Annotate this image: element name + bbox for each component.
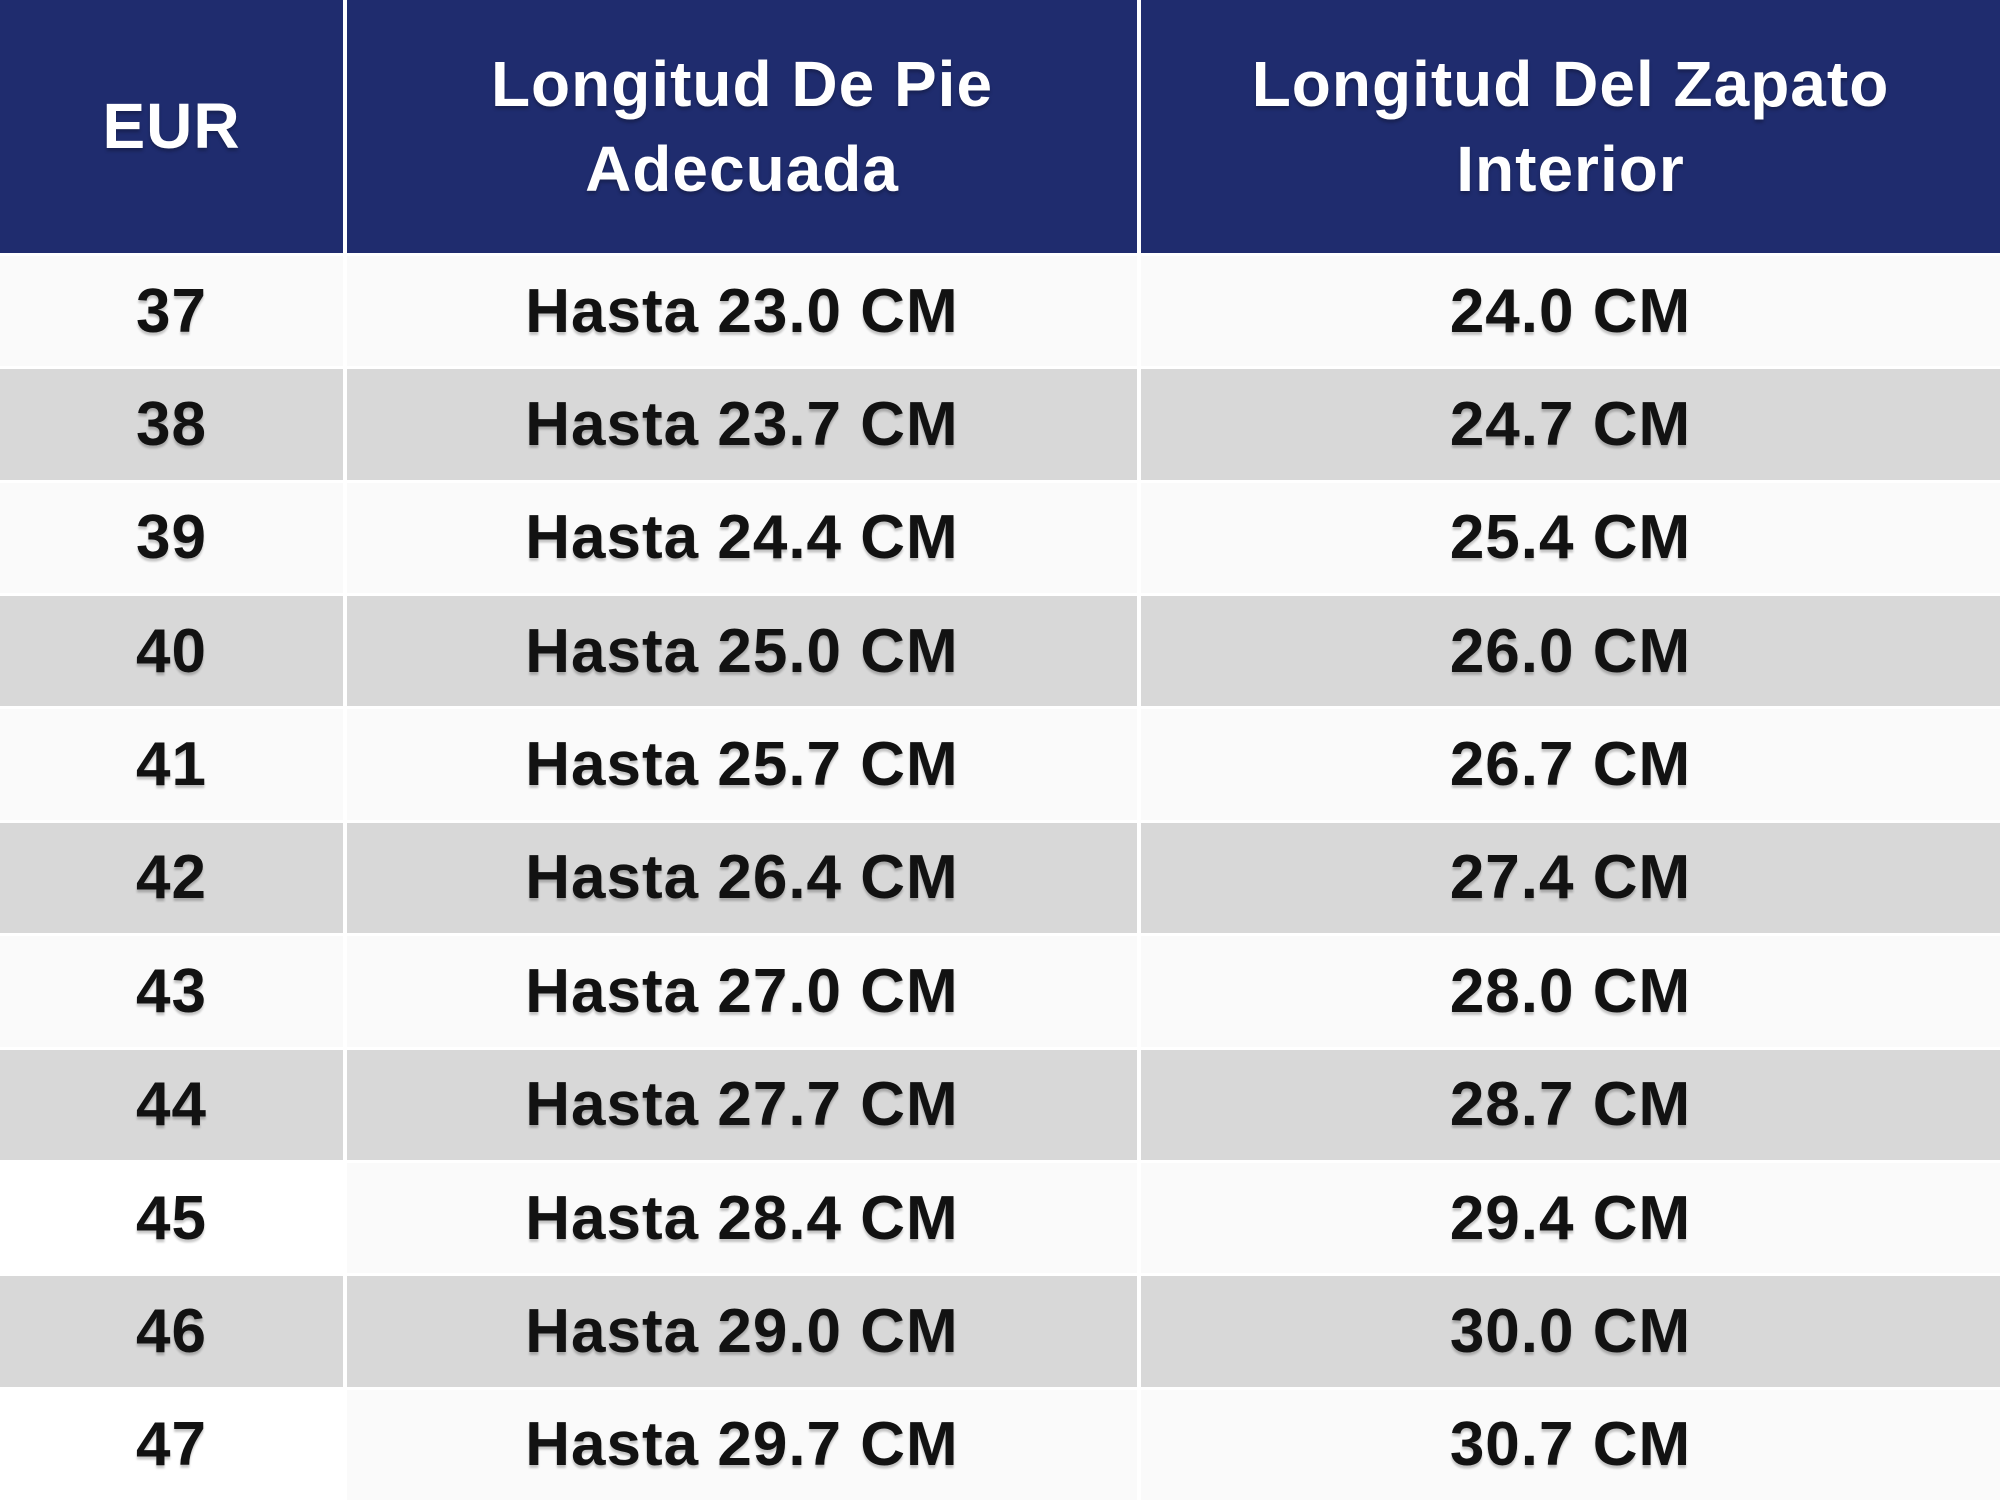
eur-size-cell: 41 (0, 706, 347, 820)
foot-length-cell: Hasta 28.4 CM (347, 1159, 1141, 1274)
eur-size-cell: 39 (0, 479, 347, 594)
foot-length-cell: Hasta 26.4 CM (347, 819, 1141, 934)
eur-size-cell: 44 (0, 1046, 347, 1160)
shoe-inner-length-cell: 24.0 CM (1141, 253, 2000, 367)
foot-length-cell: Hasta 29.0 CM (347, 1273, 1141, 1387)
foot-length-cell: Hasta 25.7 CM (347, 706, 1141, 820)
eur-size-cell: 42 (0, 819, 347, 934)
foot-length-cell: Hasta 25.0 CM (347, 593, 1141, 707)
shoe-inner-length-cell: 28.0 CM (1141, 933, 2000, 1047)
eur-size-cell: 45 (0, 1159, 347, 1274)
eur-size-cell: 46 (0, 1273, 347, 1387)
shoe-inner-length-cell: 28.7 CM (1141, 1046, 2000, 1160)
eur-size-cell: 43 (0, 933, 347, 1047)
header-shoe-inner-length: Longitud Del Zapato Interior (1141, 0, 2000, 253)
shoe-inner-length-cell: 27.4 CM (1141, 819, 2000, 934)
shoe-inner-length-cell: 29.4 CM (1141, 1159, 2000, 1274)
foot-length-cell: Hasta 27.0 CM (347, 933, 1141, 1047)
header-foot-length: Longitud De Pie Adecuada (347, 0, 1141, 253)
foot-length-cell: Hasta 23.0 CM (347, 253, 1141, 367)
shoe-inner-length-cell: 26.7 CM (1141, 706, 2000, 820)
header-eur: EUR (0, 0, 347, 253)
shoe-inner-length-cell: 30.7 CM (1141, 1386, 2000, 1500)
foot-length-cell: Hasta 27.7 CM (347, 1046, 1141, 1160)
foot-length-cell: Hasta 23.7 CM (347, 366, 1141, 480)
shoe-inner-length-cell: 24.7 CM (1141, 366, 2000, 480)
shoe-inner-length-cell: 25.4 CM (1141, 479, 2000, 594)
eur-size-cell: 38 (0, 366, 347, 480)
eur-size-cell: 47 (0, 1386, 347, 1500)
foot-length-cell: Hasta 29.7 CM (347, 1386, 1141, 1500)
shoe-inner-length-cell: 26.0 CM (1141, 593, 2000, 707)
eur-size-cell: 40 (0, 593, 347, 707)
foot-length-cell: Hasta 24.4 CM (347, 479, 1141, 594)
shoe-inner-length-cell: 30.0 CM (1141, 1273, 2000, 1387)
eur-size-cell: 37 (0, 253, 347, 367)
